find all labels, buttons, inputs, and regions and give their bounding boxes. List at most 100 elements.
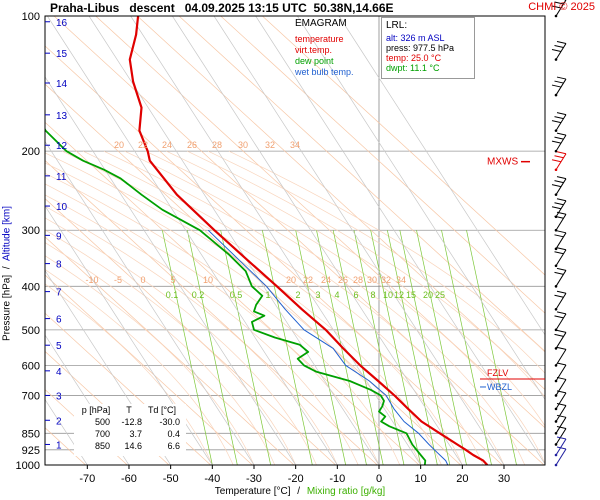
lrl-box: LRL: alt: 326 m ASL press: 977.5 hPa tem… xyxy=(381,17,475,79)
wind-barb xyxy=(554,290,567,311)
wbzl-label: WBZL xyxy=(487,382,512,392)
altitude-tick-label: 6 xyxy=(56,315,62,326)
adiabat-label-lower-left: 10 xyxy=(203,275,213,285)
labels-layer: 20 22 24 26 28 30 32 34-10 -5 0 5 10 20 22 24 26 28 30 32 3… xyxy=(85,140,545,392)
series-line-wet-bulb-temp- xyxy=(207,229,449,465)
table-cell: 3.7 xyxy=(129,429,142,439)
table-cell: 500 xyxy=(94,417,110,427)
wind-barb-staff xyxy=(555,213,567,231)
wind-barb-feather xyxy=(554,271,564,275)
wind-barb-feather xyxy=(554,315,564,319)
x-tick-label: -30 xyxy=(246,473,262,485)
wind-barb-dot xyxy=(554,453,558,457)
x-tick-label: -10 xyxy=(329,473,345,485)
adiabat-label-lower-right: 32 xyxy=(381,275,391,285)
wind-barb xyxy=(554,311,567,332)
mixing-ratio-layer xyxy=(161,230,517,465)
moist-adiabat-line xyxy=(208,150,545,374)
adiabat-label-lower-left: -10 xyxy=(85,275,98,285)
axes-layer: 1002003004005006007008509251000123456789… xyxy=(16,11,546,485)
copyright: CHMI © 2025 xyxy=(528,1,595,13)
mixing-ratio-line xyxy=(332,230,384,465)
wind-barb-staff xyxy=(555,428,567,445)
wind-barb-dot xyxy=(554,129,558,132)
wind-barb-feather xyxy=(551,49,562,53)
wind-barb-staff xyxy=(555,332,567,349)
wind-barbs-layer xyxy=(551,0,567,467)
adiabat-label-lower-right: 22 xyxy=(303,275,313,285)
dry-adiabat-line xyxy=(45,274,253,465)
mixing-ratio-label: 15 xyxy=(406,290,416,300)
wind-barb-dot xyxy=(554,228,558,232)
adiabat-label-lower-right: 26 xyxy=(338,275,348,285)
wind-barb-feather xyxy=(556,112,567,116)
mixing-ratio-label: 10 xyxy=(383,290,393,300)
legend-title: EMAGRAM xyxy=(295,18,347,29)
adiabat-label-lower-right: 34 xyxy=(396,275,406,285)
mixing-ratio-line xyxy=(295,230,347,465)
wind-barb-dot xyxy=(554,407,558,411)
dry-adiabat-line xyxy=(45,83,461,465)
isotherm-line xyxy=(172,16,463,465)
wind-barb-staff xyxy=(555,417,567,434)
moist-adiabat-line xyxy=(45,269,234,465)
pressure-tick-label: 400 xyxy=(22,281,40,293)
mixing-ratio-label: 0.1 xyxy=(166,290,179,300)
altitude-tick-label: 8 xyxy=(56,260,62,271)
wind-barb-dot xyxy=(554,463,558,467)
mixing-ratio-line xyxy=(186,230,238,465)
x-tick-label: -70 xyxy=(79,473,95,485)
moist-adiabat-line xyxy=(45,162,422,465)
x-tick-label: -50 xyxy=(163,473,179,485)
table-row: 700 3.7 0.4 xyxy=(74,428,186,440)
pressure-tick-label: 200 xyxy=(22,146,40,158)
mixing-ratio-label: 20 xyxy=(423,290,433,300)
lrl-title: LRL: xyxy=(386,20,408,31)
mixing-ratio-label: 0.5 xyxy=(230,290,243,300)
table-header-row: p [hPa] T Td [°C] xyxy=(74,404,186,416)
wind-barb-staff xyxy=(555,364,567,382)
adiabat-label-lower-left: -5 xyxy=(114,275,122,285)
isotherm-line xyxy=(45,334,130,465)
x-tick-label: 20 xyxy=(456,473,468,485)
altitude-tick-label: 9 xyxy=(56,231,62,242)
lrl-dewpoint: dwpt: 11.1 °C xyxy=(386,63,440,73)
mixing-ratio-line xyxy=(416,230,467,465)
wind-barb xyxy=(554,390,567,411)
wind-barb-staff xyxy=(555,448,567,466)
table-header-p: p [hPa] xyxy=(81,405,111,415)
adiabat-label-upper: 20 xyxy=(114,140,124,150)
dry-adiabat-line xyxy=(45,312,211,465)
altitude-tick-label: 4 xyxy=(56,367,62,378)
wind-barb xyxy=(554,376,567,397)
wind-barb-feather xyxy=(556,230,567,234)
adiabat-label-lower-left: 0 xyxy=(140,275,145,285)
mixing-ratio-label: 8 xyxy=(370,290,375,300)
mixing-ratio-label: 25 xyxy=(435,290,445,300)
adiabat-label-lower-right: 30 xyxy=(367,275,377,285)
adiabat-label-upper: 32 xyxy=(265,140,275,150)
mixing-ratio-line xyxy=(220,230,272,465)
wind-barb xyxy=(551,198,567,219)
altitude-tick-label: 7 xyxy=(56,288,62,299)
wind-barb-staff xyxy=(555,232,567,250)
wind-barb-feather xyxy=(554,294,564,298)
wind-barb-staff xyxy=(555,438,567,456)
wind-barb-feather xyxy=(551,159,562,163)
wind-barb xyxy=(554,346,567,367)
wind-barb xyxy=(554,230,567,251)
wind-barb xyxy=(554,446,567,467)
wind-barb-feather xyxy=(556,376,567,380)
wind-barb xyxy=(554,247,567,268)
dry-adiabat-line xyxy=(178,16,545,352)
wind-barb-feather xyxy=(556,76,567,80)
wind-barb-feather xyxy=(556,346,567,350)
mixing-ratio-label: 6 xyxy=(353,290,358,300)
wind-barb-dot xyxy=(554,432,558,435)
x-axis-label-temperature: Temperature [°C] xyxy=(214,486,291,497)
fzlv-label: FZLV xyxy=(487,368,508,378)
wind-barb xyxy=(554,402,567,423)
wind-barb-feather xyxy=(551,206,562,210)
wind-barb-staff xyxy=(555,293,567,310)
adiabats-layer xyxy=(45,16,545,465)
